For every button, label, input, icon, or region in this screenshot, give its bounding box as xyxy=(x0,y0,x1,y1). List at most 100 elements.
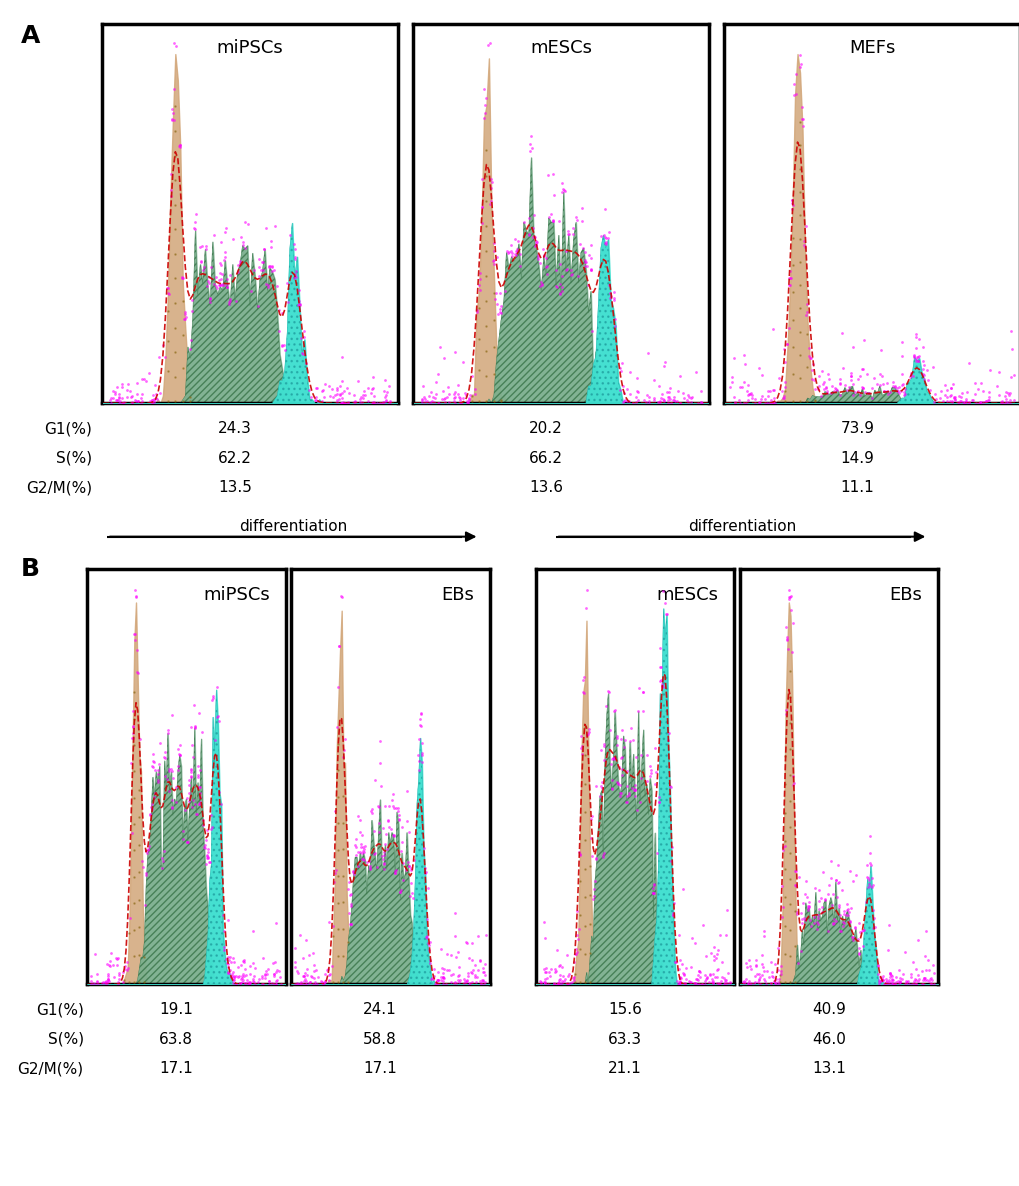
Point xyxy=(449,384,466,403)
Point xyxy=(194,722,210,741)
Point xyxy=(392,880,409,899)
Point xyxy=(650,393,666,412)
Point xyxy=(246,973,262,991)
Point xyxy=(107,384,123,403)
Point xyxy=(538,969,554,988)
Point xyxy=(145,745,161,764)
Point xyxy=(580,725,596,744)
Point xyxy=(924,956,941,975)
Point xyxy=(220,292,236,311)
Point xyxy=(894,375,910,394)
Point xyxy=(388,798,405,817)
Point xyxy=(828,874,845,893)
Text: 46.0: 46.0 xyxy=(811,1032,845,1047)
Point xyxy=(412,709,428,728)
Point xyxy=(576,667,592,686)
Point xyxy=(755,926,771,945)
Point xyxy=(199,276,215,295)
Point xyxy=(910,346,926,365)
Point xyxy=(464,973,480,991)
Point xyxy=(905,971,921,990)
Point xyxy=(236,959,253,978)
Point xyxy=(229,968,246,987)
Point xyxy=(414,752,430,771)
Point xyxy=(164,791,180,810)
Point xyxy=(918,361,934,380)
Point xyxy=(378,385,394,404)
Point xyxy=(762,394,779,413)
Point xyxy=(738,958,754,977)
Point xyxy=(123,387,140,406)
Point xyxy=(532,971,548,990)
Point xyxy=(869,956,886,975)
Point xyxy=(750,971,766,990)
Point xyxy=(245,970,261,989)
Point xyxy=(380,811,396,830)
Point xyxy=(621,784,637,803)
Point xyxy=(209,708,225,727)
Point xyxy=(381,393,397,412)
Point xyxy=(643,764,659,783)
Point xyxy=(144,795,160,814)
Point xyxy=(528,232,544,251)
Point xyxy=(907,975,923,994)
Point xyxy=(421,954,437,973)
Point xyxy=(613,765,630,784)
Point xyxy=(262,257,278,276)
Point xyxy=(876,970,893,989)
Point xyxy=(772,381,789,400)
Point xyxy=(950,387,966,406)
Point xyxy=(190,757,206,776)
Point xyxy=(759,385,775,404)
Point xyxy=(553,267,570,286)
Point xyxy=(604,748,621,767)
Point xyxy=(751,974,767,993)
Point xyxy=(199,820,215,839)
Point xyxy=(816,891,833,910)
Point xyxy=(930,389,947,408)
Point xyxy=(655,391,672,410)
Point xyxy=(704,965,720,984)
Point xyxy=(644,879,660,898)
Point xyxy=(436,393,452,412)
Point xyxy=(740,950,756,969)
Point xyxy=(916,968,932,987)
Point xyxy=(545,975,561,994)
Point xyxy=(651,638,667,657)
Point xyxy=(896,975,912,994)
Point xyxy=(708,968,725,987)
Point xyxy=(139,371,155,390)
Point xyxy=(144,757,160,776)
Point xyxy=(146,390,162,409)
Point xyxy=(366,844,382,863)
Point xyxy=(459,933,475,952)
Point xyxy=(213,269,229,288)
Point xyxy=(208,268,224,287)
Point xyxy=(128,587,145,606)
Point xyxy=(559,222,576,241)
Point xyxy=(521,225,537,244)
Point xyxy=(544,212,560,231)
Point xyxy=(713,952,730,971)
Point xyxy=(764,380,781,398)
Point xyxy=(838,894,854,913)
Point xyxy=(924,974,941,993)
Point xyxy=(781,589,797,608)
Point xyxy=(251,267,267,286)
Point xyxy=(144,394,160,413)
Point xyxy=(708,974,725,993)
Point xyxy=(555,971,572,990)
Point xyxy=(578,256,594,275)
Point xyxy=(739,975,755,994)
Point xyxy=(474,198,490,217)
Point xyxy=(488,294,504,313)
Point xyxy=(386,863,403,882)
Point xyxy=(842,370,858,389)
Point xyxy=(152,734,168,753)
Point xyxy=(506,244,523,263)
Point xyxy=(689,970,705,989)
Point xyxy=(151,754,167,773)
Point xyxy=(635,390,651,409)
Point xyxy=(869,957,886,976)
Point xyxy=(111,384,127,403)
